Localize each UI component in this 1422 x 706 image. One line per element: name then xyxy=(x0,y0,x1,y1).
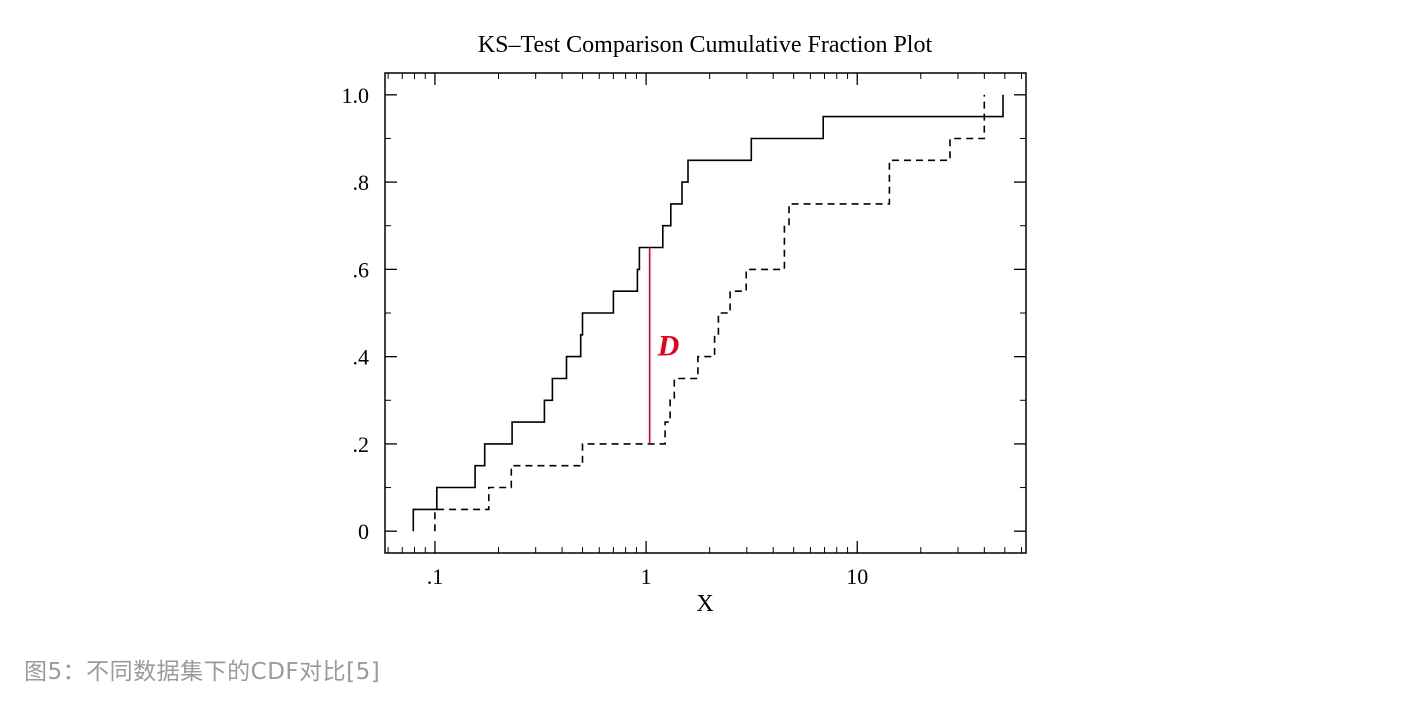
axis-ticks: .1 1 10 0 .2 .4 .6 .8 1.0 xyxy=(342,73,1026,589)
y-tick-label: 0 xyxy=(358,519,369,544)
series-layer xyxy=(412,94,1004,532)
x-tick-label: 10 xyxy=(846,564,868,589)
y-tick-label: .4 xyxy=(353,345,370,370)
x-tick-label: .1 xyxy=(427,564,444,589)
y-tick-label: .6 xyxy=(353,257,370,282)
ks-cumulative-fraction-plot: KS–Test Comparison Cumulative Fraction P… xyxy=(342,32,1027,617)
figure-caption: 图5：不同数据集下的CDF对比[5] xyxy=(24,659,381,685)
y-tick-label: .2 xyxy=(353,432,370,457)
y-tick-label: 1.0 xyxy=(342,83,370,108)
annotation-layer: D xyxy=(648,247,680,444)
d-statistic-label: D xyxy=(657,330,680,363)
solid-cdf-series xyxy=(412,94,1004,532)
x-axis-label: X xyxy=(696,591,713,617)
chart-title: KS–Test Comparison Cumulative Fraction P… xyxy=(478,32,933,58)
y-tick-label: .8 xyxy=(353,170,370,195)
plot-frame xyxy=(384,72,1027,554)
x-tick-label: 1 xyxy=(641,564,652,589)
